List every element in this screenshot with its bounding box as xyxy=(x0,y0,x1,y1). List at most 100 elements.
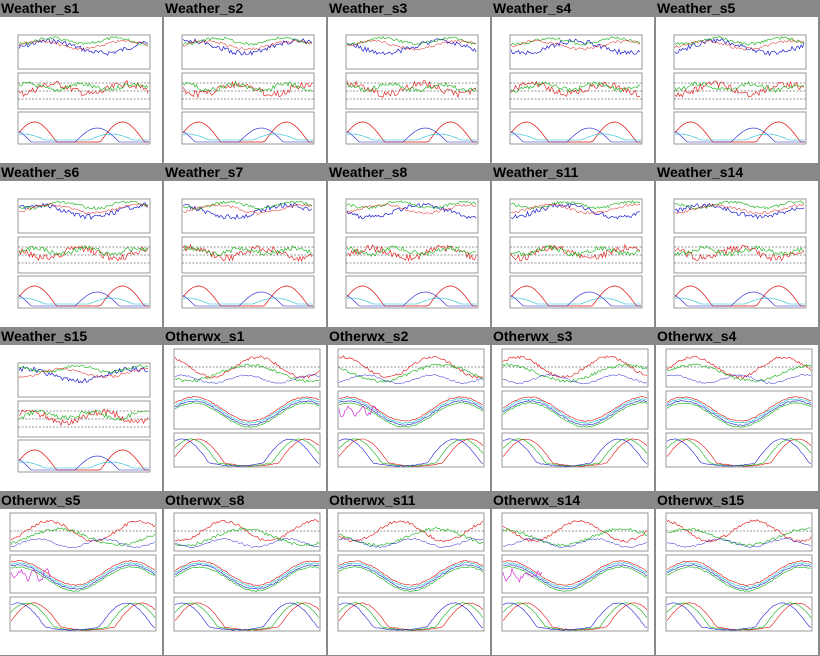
series-line-blue xyxy=(18,127,149,143)
series-line-blue xyxy=(346,202,477,220)
series-line-red xyxy=(18,408,149,426)
series-line-blue xyxy=(346,127,477,143)
series-line xyxy=(338,602,484,631)
series-line-green xyxy=(666,527,812,547)
series-line xyxy=(666,402,812,428)
series-line xyxy=(502,602,648,631)
series-line-green xyxy=(18,409,149,421)
thumbnail-image[interactable] xyxy=(328,345,490,491)
series-line xyxy=(502,400,648,426)
series-line-red xyxy=(510,285,641,307)
plot-thumbnail xyxy=(173,512,321,632)
series-line-red xyxy=(674,39,805,51)
plot-panel-frame xyxy=(17,439,151,473)
thumbnail-title: Otherwx_s3 xyxy=(493,328,573,344)
series-line-green xyxy=(174,527,320,547)
plot-panel-frame xyxy=(181,275,315,309)
series-line xyxy=(174,566,320,592)
series-line-red xyxy=(338,520,484,543)
thumbnail-image[interactable] xyxy=(492,509,654,655)
thumbnail-image[interactable] xyxy=(492,181,654,327)
series-line xyxy=(338,602,484,631)
thumbnail-image[interactable] xyxy=(0,181,162,327)
series-line-blue xyxy=(18,365,149,384)
thumbnail-image[interactable] xyxy=(656,181,818,327)
thumbnail-image[interactable] xyxy=(0,345,162,491)
plot-panel-frame xyxy=(17,362,151,398)
thumbnail-image[interactable] xyxy=(492,345,654,491)
series-line-green xyxy=(674,81,805,93)
thumbnail-cell: Weather_s6 xyxy=(0,164,162,327)
series-line xyxy=(10,602,156,631)
plot-thumbnail xyxy=(509,34,643,145)
series-line xyxy=(174,602,320,631)
series-line-cyan xyxy=(510,297,641,305)
series-line xyxy=(11,564,156,590)
thumbnail-cell: Otherwx_s3 xyxy=(492,328,654,491)
thumbnail-image[interactable] xyxy=(656,17,818,163)
thumbnail-image[interactable] xyxy=(656,509,818,655)
series-line-red xyxy=(502,355,648,378)
plot-thumbnail xyxy=(501,512,649,632)
series-line-blue xyxy=(338,537,483,549)
thumbnail-cell: Weather_s2 xyxy=(164,0,326,163)
series-line-blue xyxy=(18,291,149,307)
plot-thumbnail xyxy=(181,198,315,309)
series-line-cyan xyxy=(510,133,641,141)
plot-panel-frame xyxy=(501,512,649,552)
series-line-red xyxy=(510,243,641,262)
thumbnail-image[interactable] xyxy=(492,17,654,163)
thumbnail-image[interactable] xyxy=(164,17,326,163)
series-line-green xyxy=(182,200,313,210)
series-line xyxy=(502,602,648,631)
thumbnail-image[interactable] xyxy=(328,17,490,163)
series-line xyxy=(338,398,484,424)
series-line xyxy=(502,402,648,428)
series-line xyxy=(174,396,320,422)
series-line-red xyxy=(510,80,641,97)
plot-thumbnail xyxy=(337,512,485,632)
plot-panel-frame xyxy=(337,512,485,552)
plot-panel-frame xyxy=(509,34,643,70)
plot-thumbnail xyxy=(665,512,813,632)
series-line xyxy=(666,564,812,590)
thumbnail-image[interactable] xyxy=(0,17,162,163)
plot-panel-frame xyxy=(345,198,479,234)
series-line-green xyxy=(338,527,484,547)
series-line-blue xyxy=(346,291,477,307)
plot-panel-frame xyxy=(665,432,813,468)
series-line-cyan xyxy=(18,133,149,141)
thumbnail-image[interactable] xyxy=(164,509,326,655)
plot-thumbnail xyxy=(17,198,151,309)
series-line-blue xyxy=(510,202,641,220)
series-line xyxy=(338,562,484,588)
series-line-green xyxy=(346,245,477,257)
series-line xyxy=(338,566,484,592)
thumbnail-cell: Weather_s15 xyxy=(0,328,162,491)
thumbnail-image[interactable] xyxy=(328,509,490,655)
thumbnail-image[interactable] xyxy=(164,181,326,327)
series-line xyxy=(502,438,648,467)
series-line xyxy=(174,398,320,424)
series-line-cyan xyxy=(182,297,313,305)
series-line-red xyxy=(182,285,313,307)
thumbnail-image[interactable] xyxy=(164,345,326,491)
series-line-red xyxy=(18,449,149,471)
series-line-green xyxy=(510,245,641,258)
thumbnail-image[interactable] xyxy=(328,181,490,327)
series-line xyxy=(666,602,812,631)
plot-panel-frame xyxy=(173,596,321,632)
series-line-red xyxy=(666,519,812,543)
plot-panel-frame xyxy=(181,111,315,145)
series-line-red xyxy=(18,39,149,51)
plot-panel-frame xyxy=(665,390,813,430)
plot-panel-frame xyxy=(337,596,485,632)
thumbnail-image[interactable] xyxy=(0,509,162,655)
thumbnail-image[interactable] xyxy=(656,345,818,491)
plot-panel-frame xyxy=(9,512,157,552)
plot-panel-frame xyxy=(173,554,321,594)
series-line-red xyxy=(674,80,805,98)
thumbnail-title: Otherwx_s8 xyxy=(165,492,245,508)
series-line xyxy=(666,602,812,631)
series-line-red xyxy=(346,244,477,262)
